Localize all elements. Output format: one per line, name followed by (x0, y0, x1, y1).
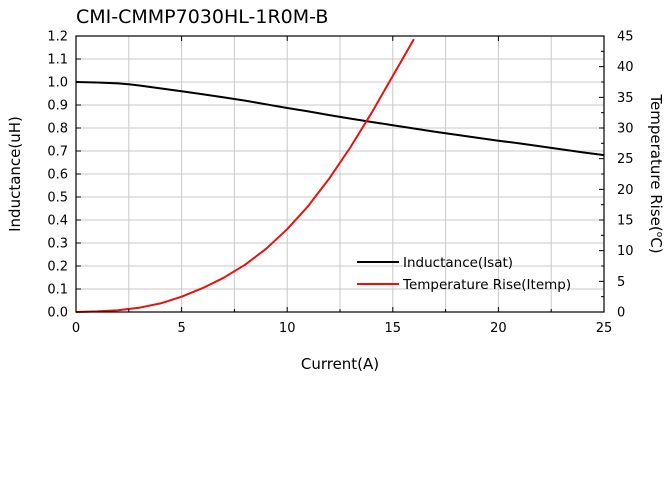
y2-tick-label: 0 (617, 306, 625, 321)
y2-tick-label: 5 (617, 275, 625, 290)
y-tick-label: 1.2 (47, 30, 68, 45)
y-tick-label: 0.7 (47, 145, 68, 160)
y2-tick-label: 25 (617, 152, 634, 167)
x-axis-label: Current(A) (301, 355, 379, 373)
grid (75, 35, 605, 313)
y-tick-label: 0.6 (47, 168, 68, 183)
y2-axis-label-degree: o (654, 232, 664, 238)
ticks: 0 5 10 15 20 25 0.0 0.1 0.2 0.3 0.4 0.5 0.6 0.7 0.8 0.9… (47, 30, 633, 337)
x-tick-label: 15 (385, 321, 402, 336)
series-line-temperature (75, 38, 415, 313)
legend-label-inductance: Inductance(Isat) (403, 255, 513, 271)
y2-tick-label: 40 (617, 60, 634, 75)
x-tick-label: 5 (177, 321, 185, 336)
y2-tick-label: 20 (617, 183, 634, 198)
legend: Inductance(Isat) Temperature Rise(Itemp) (357, 255, 571, 293)
y2-tick-label: 35 (617, 91, 634, 106)
y-tick-label: 0.5 (47, 191, 68, 206)
series-layer (75, 38, 605, 313)
series-line-inductance (75, 81, 605, 157)
y-tick-label: 0.8 (47, 122, 68, 137)
chart-title: CMI-CMMP7030HL-1R0M-B (76, 6, 328, 28)
y-tick-label: 0.3 (47, 237, 68, 252)
y-tick-label: 0.2 (47, 260, 68, 275)
y2-axis-label-main: Temperature Rise( (647, 93, 665, 231)
y2-axis-label-unit: C) (647, 237, 665, 253)
y-tick-label: 1.0 (47, 76, 68, 91)
x-tick-label: 0 (72, 321, 80, 336)
y-tick-label: 0.9 (47, 99, 68, 114)
y2-tick-label: 10 (617, 244, 634, 259)
y-axis-label: Inductance(uH) (6, 116, 24, 232)
y-tick-label: 0.4 (47, 214, 68, 229)
y-tick-label: 0.0 (47, 306, 68, 321)
legend-label-temperature: Temperature Rise(Itemp) (402, 277, 571, 293)
y2-tick-label: 45 (617, 30, 634, 45)
x-tick-label: 25 (596, 321, 613, 336)
y-tick-label: 0.1 (47, 283, 68, 298)
y2-tick-label: 15 (617, 214, 634, 229)
y2-tick-label: 30 (617, 122, 634, 137)
x-tick-label: 10 (279, 321, 296, 336)
y2-axis-label: Temperature Rise(oC) (647, 93, 665, 253)
x-tick-label: 20 (490, 321, 507, 336)
y-tick-label: 1.1 (47, 53, 68, 68)
